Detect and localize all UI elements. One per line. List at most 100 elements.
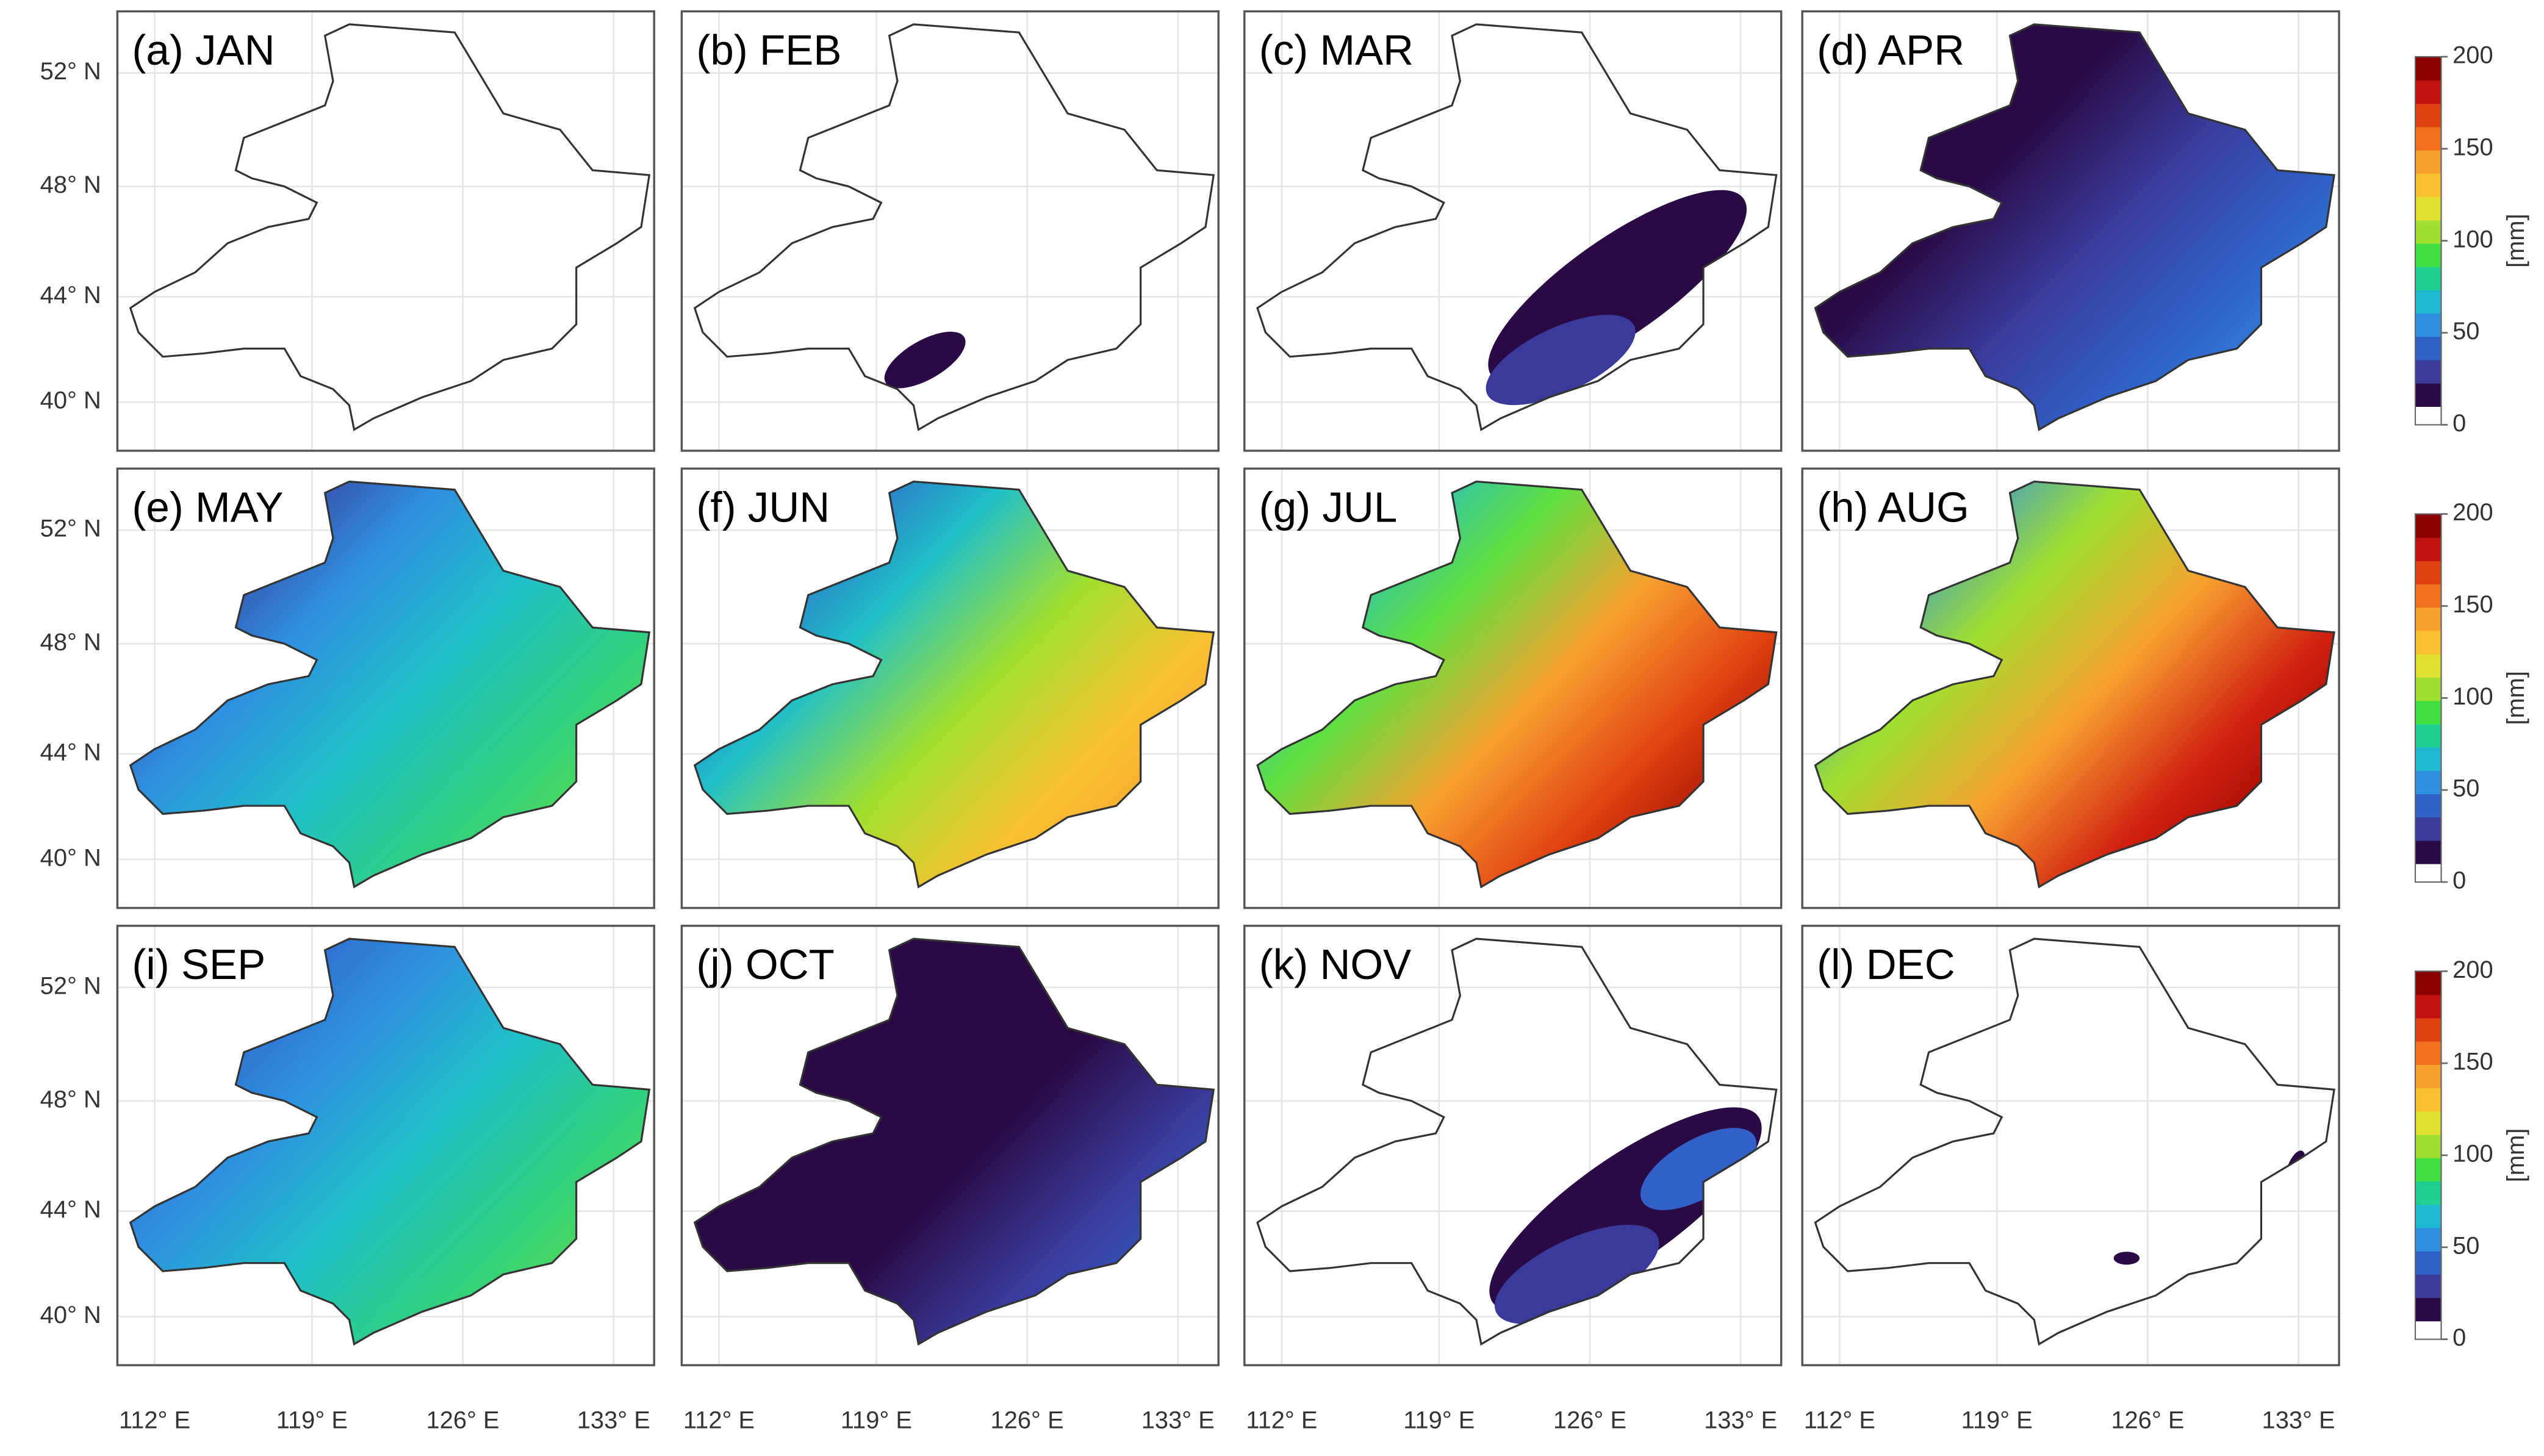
precip-field — [1489, 1107, 1762, 1324]
region-outline — [1814, 23, 2335, 431]
colorbar-segment — [2415, 313, 2442, 337]
lat-tick-label: 52° N — [40, 58, 101, 85]
lon-tick-label: 133° E — [1141, 1407, 1215, 1434]
region-outline — [129, 938, 651, 1346]
panel-label: (b) FEB — [696, 26, 841, 74]
precip-patch — [1494, 1224, 1659, 1324]
region-outline — [693, 938, 1215, 1346]
colorbar-segment — [2415, 1088, 2442, 1112]
colorbar-tick-label: 200 — [2452, 956, 2493, 983]
precip-field — [130, 939, 650, 1344]
precip-field — [694, 939, 1214, 1344]
lat-tick-label: 48° N — [40, 1086, 101, 1113]
colorbar-segment — [2415, 1227, 2442, 1252]
panel-bg — [681, 11, 1219, 451]
precip-patch — [1486, 315, 1636, 406]
panel-label: (e) MAY — [132, 484, 283, 531]
panel-label: (a) JAN — [132, 26, 275, 74]
colorbar-segment — [2415, 1017, 2442, 1042]
colorbar-segment — [2415, 243, 2442, 267]
colorbar-segment — [2415, 359, 2442, 384]
colorbar-segment — [2415, 173, 2442, 198]
colorbar-segment — [2415, 677, 2442, 701]
colorbar-segment — [2415, 1157, 2442, 1182]
colorbar-label: [mm] — [2503, 1128, 2529, 1183]
panel-bg — [1802, 925, 2340, 1366]
panel-frame — [116, 467, 655, 909]
colorbar-segment — [2415, 994, 2442, 1019]
colorbar-segment — [2415, 336, 2442, 360]
precip-field — [1815, 24, 2335, 430]
map-panel: (d) APR — [1801, 10, 2340, 452]
colorbar-segment — [2415, 561, 2442, 585]
panel-label: (g) JUL — [1259, 484, 1398, 531]
precip-field — [694, 481, 1214, 887]
lat-tick-label: 48° N — [40, 629, 101, 656]
lon-tick-label: 119° E — [841, 1407, 912, 1434]
region-outline — [693, 23, 1215, 431]
panel-frame — [1243, 10, 1783, 452]
colorbar-segment — [2415, 607, 2442, 631]
colorbar-segment — [2415, 1181, 2442, 1205]
colorbar-tick-label: 50 — [2452, 318, 2479, 345]
colorbar: 0 50 100 150 200 [mm] — [2414, 956, 2529, 1351]
map-panel: (i) SEP — [116, 925, 655, 1366]
colorbar-segment — [2415, 817, 2442, 841]
colorbar-tick-label: 50 — [2452, 775, 2479, 802]
colorbar-segment — [2415, 266, 2442, 290]
lat-tick-label: 44° N — [40, 739, 101, 766]
map-panel: (k) NOV — [1243, 925, 1783, 1366]
colorbar-segment — [2415, 149, 2442, 174]
lon-tick-label: 119° E — [276, 1407, 348, 1434]
lon-tick-label: 126° E — [991, 1407, 1064, 1434]
panel-label: (d) APR — [1817, 26, 1964, 74]
colorbar-segment — [2415, 1134, 2442, 1158]
colorbar-segment — [2415, 1250, 2442, 1275]
precip-patch — [1640, 1128, 1757, 1210]
lon-tick-label: 119° E — [1403, 1407, 1475, 1434]
panel-label: (l) DEC — [1817, 941, 1955, 988]
map-panel: (j) OCT — [680, 925, 1220, 1366]
colorbar-segment — [2415, 1041, 2442, 1065]
colorbar-segment — [2415, 196, 2442, 221]
panel-label: (j) OCT — [696, 941, 834, 988]
lat-tick-label: 52° N — [40, 972, 101, 999]
panel-frame — [116, 10, 655, 452]
panel-frame — [1243, 467, 1783, 909]
lon-tick-label: 112° E — [119, 1407, 190, 1434]
lon-tick-label: 133° E — [577, 1407, 650, 1434]
lat-tick-label: 44° N — [40, 1196, 101, 1223]
lon-tick-label: 119° E — [1961, 1407, 2033, 1434]
colorbar-segment — [2415, 290, 2442, 314]
panel-frame — [680, 925, 1220, 1366]
panel-frame — [1801, 10, 2340, 452]
colorbar: 0 50 100 150 200 [mm] — [2414, 42, 2529, 437]
colorbar-tick-label: 50 — [2452, 1232, 2479, 1259]
colorbar-tick-label: 0 — [2452, 410, 2466, 437]
colorbar-label: [mm] — [2503, 213, 2529, 268]
colorbar-segment — [2415, 1064, 2442, 1089]
panel-frame — [680, 10, 1220, 452]
colorbar-segment — [2415, 700, 2442, 725]
map-panel: (g) JUL — [1243, 467, 1783, 909]
colorbar-segment — [2415, 383, 2442, 407]
lat-tick-label: 48° N — [40, 171, 101, 198]
lat-tick-label: 40° N — [40, 387, 101, 414]
colorbar-segment — [2415, 863, 2442, 883]
region-outline — [1256, 480, 1778, 889]
lon-tick-label: 112° E — [683, 1407, 755, 1434]
lon-tick-label: 112° E — [1804, 1407, 1875, 1434]
map-panel: (b) FEB — [680, 10, 1220, 452]
colorbar-segment — [2415, 1204, 2442, 1228]
region-outline — [129, 480, 651, 889]
panel-frame — [116, 925, 655, 1366]
colorbar-tick-label: 150 — [2452, 591, 2493, 618]
precip-field — [1257, 481, 1777, 887]
lon-tick-label: 133° E — [1704, 1407, 1777, 1434]
lon-tick-label: 133° E — [2262, 1407, 2335, 1434]
colorbar-segment — [2415, 1297, 2442, 1322]
panel-frame — [1801, 925, 2340, 1366]
region-outline — [1256, 23, 1778, 431]
colorbar-segment — [2415, 630, 2442, 654]
